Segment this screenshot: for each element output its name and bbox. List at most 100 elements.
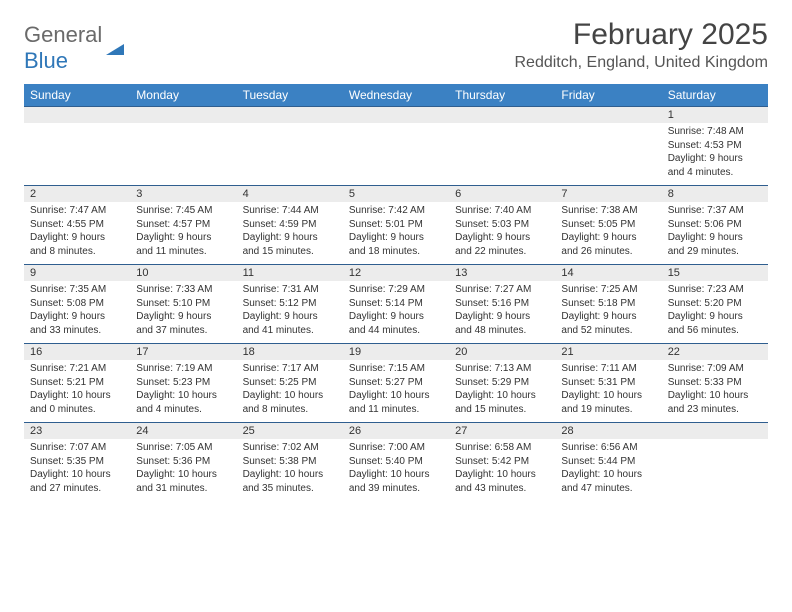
day-header: Wednesday — [343, 84, 449, 107]
sunset-line: Sunset: 5:35 PM — [30, 455, 124, 469]
location-subtitle: Redditch, England, United Kingdom — [515, 54, 769, 72]
day-number-cell — [130, 107, 236, 124]
day-detail-cell — [24, 123, 130, 186]
sunrise-line: Sunrise: 7:05 AM — [136, 441, 230, 455]
day-number-cell: 22 — [662, 344, 768, 361]
daylight-line: Daylight: 10 hours and 11 minutes. — [349, 389, 443, 416]
sunset-line: Sunset: 5:42 PM — [455, 455, 549, 469]
sunset-line: Sunset: 5:10 PM — [136, 297, 230, 311]
day-number-cell: 24 — [130, 423, 236, 440]
sunset-line: Sunset: 5:01 PM — [349, 218, 443, 232]
day-detail-cell: Sunrise: 7:47 AMSunset: 4:55 PMDaylight:… — [24, 202, 130, 265]
week-detail-row: Sunrise: 7:21 AMSunset: 5:21 PMDaylight:… — [24, 360, 768, 423]
week-number-row: 1 — [24, 107, 768, 124]
day-number-cell: 21 — [555, 344, 661, 361]
day-number-cell — [555, 107, 661, 124]
day-number-cell: 23 — [24, 423, 130, 440]
week-detail-row: Sunrise: 7:48 AMSunset: 4:53 PMDaylight:… — [24, 123, 768, 186]
week-number-row: 16171819202122 — [24, 344, 768, 361]
month-title: February 2025 — [515, 18, 769, 52]
sunset-line: Sunset: 5:03 PM — [455, 218, 549, 232]
day-number-cell: 6 — [449, 186, 555, 203]
daylight-line: Daylight: 10 hours and 4 minutes. — [136, 389, 230, 416]
daylight-line: Daylight: 10 hours and 27 minutes. — [30, 468, 124, 495]
sunrise-line: Sunrise: 7:35 AM — [30, 283, 124, 297]
day-header: Saturday — [662, 84, 768, 107]
day-number-cell: 2 — [24, 186, 130, 203]
day-detail-cell — [343, 123, 449, 186]
day-detail-cell: Sunrise: 6:56 AMSunset: 5:44 PMDaylight:… — [555, 439, 661, 501]
daylight-line: Daylight: 9 hours and 15 minutes. — [243, 231, 337, 258]
day-number-cell — [237, 107, 343, 124]
sunrise-line: Sunrise: 7:09 AM — [668, 362, 762, 376]
day-header: Friday — [555, 84, 661, 107]
day-number-cell: 25 — [237, 423, 343, 440]
day-detail-cell — [237, 123, 343, 186]
sunset-line: Sunset: 5:31 PM — [561, 376, 655, 390]
sunrise-line: Sunrise: 7:37 AM — [668, 204, 762, 218]
day-detail-cell: Sunrise: 7:25 AMSunset: 5:18 PMDaylight:… — [555, 281, 661, 344]
day-detail-cell — [449, 123, 555, 186]
calendar-table: SundayMondayTuesdayWednesdayThursdayFrid… — [24, 84, 768, 501]
daylight-line: Daylight: 10 hours and 0 minutes. — [30, 389, 124, 416]
day-number-cell: 17 — [130, 344, 236, 361]
day-detail-cell: Sunrise: 7:09 AMSunset: 5:33 PMDaylight:… — [662, 360, 768, 423]
sunset-line: Sunset: 5:27 PM — [349, 376, 443, 390]
daylight-line: Daylight: 10 hours and 47 minutes. — [561, 468, 655, 495]
sunset-line: Sunset: 5:40 PM — [349, 455, 443, 469]
day-number-cell: 26 — [343, 423, 449, 440]
sunrise-line: Sunrise: 7:40 AM — [455, 204, 549, 218]
brand-part1: General — [24, 22, 102, 47]
sunrise-line: Sunrise: 7:47 AM — [30, 204, 124, 218]
sunset-line: Sunset: 5:23 PM — [136, 376, 230, 390]
daylight-line: Daylight: 10 hours and 39 minutes. — [349, 468, 443, 495]
sunrise-line: Sunrise: 7:44 AM — [243, 204, 337, 218]
sunrise-line: Sunrise: 6:58 AM — [455, 441, 549, 455]
calendar-header-row: SundayMondayTuesdayWednesdayThursdayFrid… — [24, 84, 768, 107]
daylight-line: Daylight: 9 hours and 37 minutes. — [136, 310, 230, 337]
week-detail-row: Sunrise: 7:35 AMSunset: 5:08 PMDaylight:… — [24, 281, 768, 344]
day-number-cell: 27 — [449, 423, 555, 440]
day-detail-cell: Sunrise: 7:05 AMSunset: 5:36 PMDaylight:… — [130, 439, 236, 501]
sunset-line: Sunset: 4:59 PM — [243, 218, 337, 232]
day-detail-cell: Sunrise: 7:23 AMSunset: 5:20 PMDaylight:… — [662, 281, 768, 344]
daylight-line: Daylight: 9 hours and 33 minutes. — [30, 310, 124, 337]
daylight-line: Daylight: 10 hours and 23 minutes. — [668, 389, 762, 416]
day-number-cell — [343, 107, 449, 124]
week-detail-row: Sunrise: 7:47 AMSunset: 4:55 PMDaylight:… — [24, 202, 768, 265]
day-header: Sunday — [24, 84, 130, 107]
brand-triangle-icon — [106, 41, 124, 55]
sunrise-line: Sunrise: 7:42 AM — [349, 204, 443, 218]
sunset-line: Sunset: 5:21 PM — [30, 376, 124, 390]
day-number-cell: 18 — [237, 344, 343, 361]
day-number-cell: 13 — [449, 265, 555, 282]
day-detail-cell: Sunrise: 7:38 AMSunset: 5:05 PMDaylight:… — [555, 202, 661, 265]
sunset-line: Sunset: 5:06 PM — [668, 218, 762, 232]
sunrise-line: Sunrise: 7:27 AM — [455, 283, 549, 297]
week-number-row: 9101112131415 — [24, 265, 768, 282]
daylight-line: Daylight: 10 hours and 31 minutes. — [136, 468, 230, 495]
daylight-line: Daylight: 9 hours and 44 minutes. — [349, 310, 443, 337]
sunset-line: Sunset: 4:57 PM — [136, 218, 230, 232]
sunrise-line: Sunrise: 7:17 AM — [243, 362, 337, 376]
day-detail-cell — [662, 439, 768, 501]
week-detail-row: Sunrise: 7:07 AMSunset: 5:35 PMDaylight:… — [24, 439, 768, 501]
day-number-cell: 1 — [662, 107, 768, 124]
day-number-cell: 20 — [449, 344, 555, 361]
sunset-line: Sunset: 5:25 PM — [243, 376, 337, 390]
sunrise-line: Sunrise: 7:38 AM — [561, 204, 655, 218]
daylight-line: Daylight: 9 hours and 11 minutes. — [136, 231, 230, 258]
sunrise-line: Sunrise: 7:11 AM — [561, 362, 655, 376]
daylight-line: Daylight: 10 hours and 19 minutes. — [561, 389, 655, 416]
daylight-line: Daylight: 9 hours and 8 minutes. — [30, 231, 124, 258]
day-number-cell: 11 — [237, 265, 343, 282]
day-header: Monday — [130, 84, 236, 107]
sunrise-line: Sunrise: 7:23 AM — [668, 283, 762, 297]
day-detail-cell: Sunrise: 7:07 AMSunset: 5:35 PMDaylight:… — [24, 439, 130, 501]
day-detail-cell: Sunrise: 7:13 AMSunset: 5:29 PMDaylight:… — [449, 360, 555, 423]
day-number-cell: 8 — [662, 186, 768, 203]
day-detail-cell: Sunrise: 7:02 AMSunset: 5:38 PMDaylight:… — [237, 439, 343, 501]
sunrise-line: Sunrise: 7:25 AM — [561, 283, 655, 297]
daylight-line: Daylight: 10 hours and 43 minutes. — [455, 468, 549, 495]
day-detail-cell: Sunrise: 7:27 AMSunset: 5:16 PMDaylight:… — [449, 281, 555, 344]
